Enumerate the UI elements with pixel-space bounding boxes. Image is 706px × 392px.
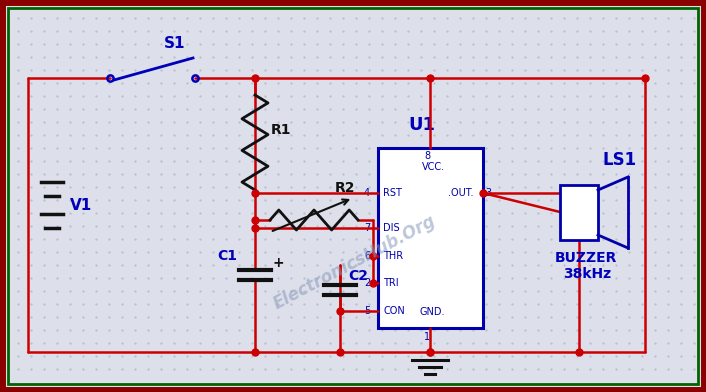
Text: 5: 5 (364, 306, 370, 316)
Text: R1: R1 (271, 123, 292, 137)
Text: RST: RST (383, 188, 402, 198)
Text: C2: C2 (348, 269, 368, 283)
Text: 1: 1 (424, 332, 430, 342)
Text: THR: THR (383, 251, 403, 261)
Text: CON: CON (383, 306, 405, 316)
Text: .OUT.: .OUT. (448, 188, 474, 198)
Text: 8: 8 (424, 151, 430, 161)
Bar (560, 185, 598, 240)
Text: 6: 6 (364, 251, 370, 261)
Text: C1: C1 (217, 249, 237, 263)
Text: ElectronicsHub.Org: ElectronicsHub.Org (270, 211, 439, 312)
Text: LS1: LS1 (603, 151, 637, 169)
Text: 4: 4 (364, 188, 370, 198)
Text: GND.: GND. (420, 307, 445, 317)
Text: 2: 2 (364, 278, 370, 288)
Text: 38kHz: 38kHz (563, 267, 611, 281)
Text: U1: U1 (408, 116, 435, 134)
Text: 3: 3 (485, 188, 491, 198)
Text: BUZZER: BUZZER (555, 251, 617, 265)
Text: +: + (273, 256, 285, 270)
Text: V1: V1 (70, 198, 92, 213)
Text: R2: R2 (335, 181, 356, 195)
Text: VCC.: VCC. (422, 162, 445, 172)
Text: S1: S1 (164, 36, 186, 51)
Text: 7: 7 (364, 223, 370, 233)
Text: DIS: DIS (383, 223, 400, 233)
Bar (378, 148, 483, 328)
Text: TRI: TRI (383, 278, 399, 288)
